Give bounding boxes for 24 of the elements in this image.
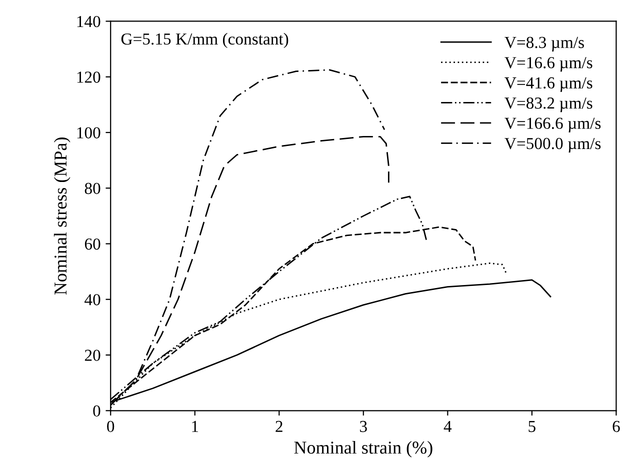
x-tick-label: 1 bbox=[192, 420, 198, 432]
x-tick-label: 0 bbox=[107, 420, 114, 432]
legend-label: V=16.6 µm/s bbox=[504, 57, 592, 72]
y-tick-label: 60 bbox=[84, 238, 100, 250]
x-tick-label: 4 bbox=[444, 420, 452, 432]
x-tick-label: 6 bbox=[612, 420, 620, 432]
y-tick-label: 120 bbox=[77, 72, 100, 83]
x-tick-label: 2 bbox=[276, 420, 282, 432]
x-tick-label: 3 bbox=[360, 420, 367, 432]
y-tick-label: 40 bbox=[84, 294, 100, 306]
y-axis-title: Nominal stress (MPa) bbox=[54, 138, 70, 295]
legend-label: V=41.6 µm/s bbox=[504, 77, 592, 92]
y-tick-label: 80 bbox=[84, 182, 100, 194]
y-tick-label: 0 bbox=[93, 405, 100, 417]
legend-label: V=8.3 µm/s bbox=[504, 36, 584, 52]
legend-label: V=83.2 µm/s bbox=[504, 97, 592, 112]
y-tick-label: 100 bbox=[77, 127, 100, 138]
legend-label: V=166.6 µm/s bbox=[504, 118, 601, 132]
y-tick-label: 140 bbox=[77, 16, 100, 28]
x-axis-title: Nominal strain (%) bbox=[294, 441, 432, 458]
annotation: G=5.15 K/mm (constant) bbox=[121, 32, 288, 48]
y-tick-label: 20 bbox=[84, 350, 100, 361]
legend-label: V=500.0 µm/s bbox=[504, 138, 601, 153]
x-tick-label: 5 bbox=[528, 421, 536, 432]
